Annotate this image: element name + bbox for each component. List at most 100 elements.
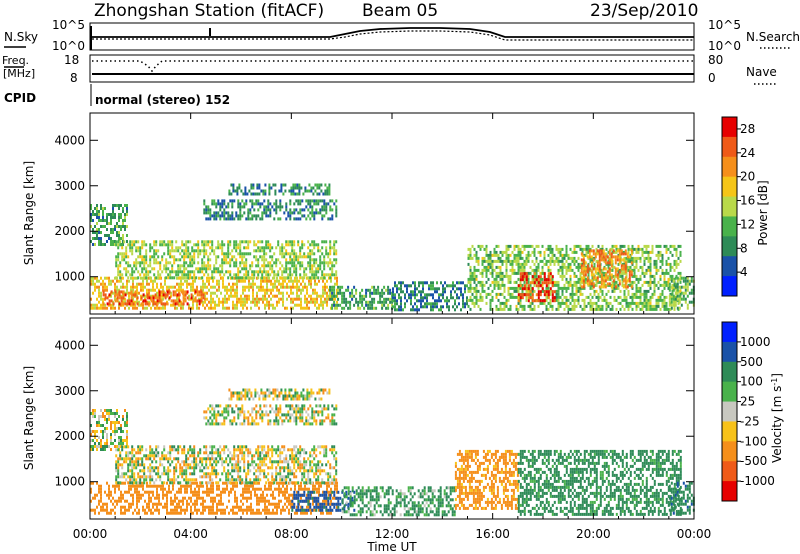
data-cell (90, 240, 92, 243)
data-cell (507, 307, 510, 311)
data-cell (230, 285, 232, 289)
data-cell (218, 508, 220, 512)
data-cell (212, 487, 214, 491)
data-cell (181, 240, 184, 244)
data-cell (219, 246, 222, 250)
data-cell (176, 300, 178, 304)
data-cell (116, 225, 118, 228)
data-cell (116, 484, 118, 488)
data-cell (143, 273, 146, 277)
data-cell (118, 487, 120, 491)
data-cell (203, 249, 206, 253)
data-cell (349, 303, 352, 307)
data-cell (108, 276, 110, 280)
data-cell (327, 264, 330, 268)
data-cell (140, 276, 142, 280)
data-cell (161, 258, 164, 262)
data-cell (678, 306, 681, 310)
data-cell (679, 253, 682, 257)
data-cell (688, 279, 691, 283)
data-cell (541, 244, 544, 248)
data-cell (133, 270, 136, 274)
data-cell (276, 481, 278, 485)
data-cell (192, 306, 194, 310)
data-cell (217, 214, 220, 218)
data-cell (645, 307, 648, 311)
data-cell (361, 300, 364, 304)
data-cell (160, 502, 162, 506)
data-cell (185, 276, 188, 280)
data-cell (190, 296, 193, 300)
data-cell (112, 502, 114, 506)
data-cell (215, 255, 218, 259)
data-cell (611, 304, 614, 308)
data-cell (94, 207, 96, 210)
data-cell (239, 252, 242, 256)
data-cell (307, 240, 310, 244)
data-cell (142, 505, 144, 509)
data-cell (171, 243, 174, 247)
data-cell (555, 256, 558, 260)
data-cell (253, 202, 256, 206)
data-cell (288, 493, 290, 497)
data-cell (261, 214, 264, 218)
data-cell (243, 246, 246, 250)
data-cell (381, 303, 384, 307)
data-cell (204, 300, 206, 304)
data-cell (197, 252, 200, 256)
data-cell (144, 302, 147, 306)
data-cell (481, 256, 484, 260)
data-cell (130, 302, 133, 306)
data-cell (241, 255, 244, 259)
data-cell (590, 279, 593, 283)
data-cell (543, 256, 546, 260)
data-cell (618, 261, 621, 265)
data-cell (168, 487, 170, 491)
data-cell (154, 288, 156, 292)
data-cell (667, 256, 670, 260)
data-cell (251, 217, 254, 221)
data-cell (257, 199, 260, 203)
data-cell (331, 199, 334, 203)
data-cell (141, 255, 144, 259)
data-cell (184, 511, 186, 515)
data-cell (284, 496, 286, 500)
data-cell (132, 291, 134, 295)
data-cell (466, 296, 468, 300)
data-cell (537, 304, 540, 308)
data-cell (651, 292, 654, 296)
data-cell (387, 303, 390, 307)
data-cell (146, 481, 148, 485)
data-cell (201, 243, 204, 247)
data-cell (549, 292, 552, 296)
data-cell (243, 267, 246, 271)
data-cell (255, 202, 258, 206)
data-cell (307, 208, 310, 212)
data-cell (225, 261, 228, 265)
data-cell (253, 208, 256, 212)
data-cell (682, 291, 685, 295)
data-cell (598, 249, 601, 253)
data-cell (557, 259, 560, 263)
data-cell (659, 292, 662, 296)
data-cell (310, 186, 313, 190)
data-cell (258, 508, 260, 512)
data-cell (235, 258, 238, 262)
data-cell (173, 276, 176, 280)
data-cell (252, 487, 254, 491)
data-cell (521, 262, 524, 266)
data-cell (146, 288, 148, 292)
data-cell (158, 306, 160, 310)
data-cell (202, 490, 204, 494)
data-cell (184, 299, 187, 303)
data-cell (271, 246, 274, 250)
data-cell (464, 287, 466, 291)
data-cell (517, 247, 520, 251)
data-cell (120, 493, 122, 497)
data-cell (623, 307, 626, 311)
data-cell (176, 282, 178, 286)
data-cell (287, 243, 290, 247)
data-cell (144, 285, 146, 289)
data-cell (294, 484, 296, 488)
data-cell (152, 282, 154, 286)
